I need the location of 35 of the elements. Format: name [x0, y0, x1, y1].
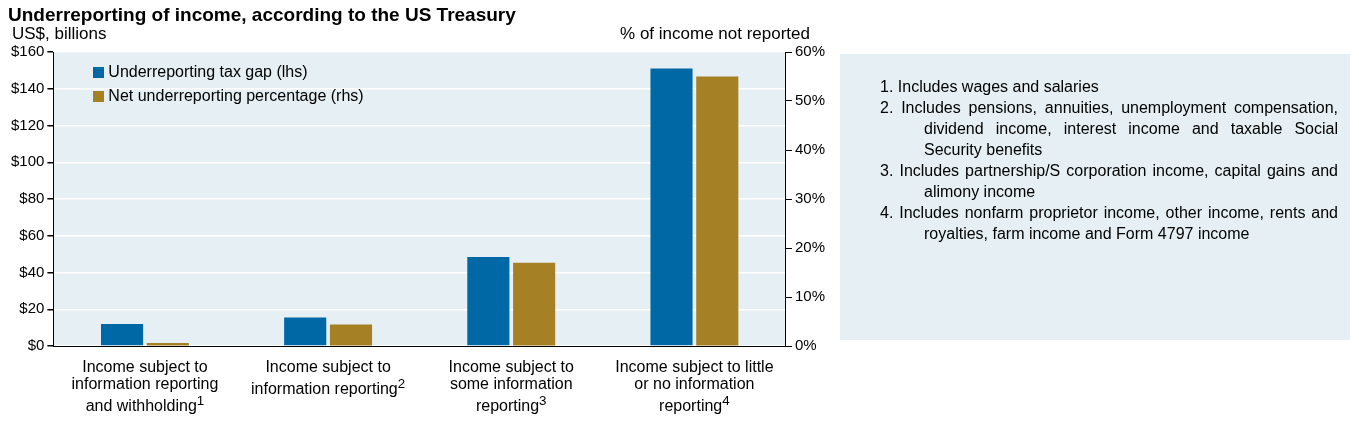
- y-tick-label: $40: [19, 262, 45, 280]
- bar: [100, 323, 144, 346]
- y2-tick-label: 10%: [794, 287, 826, 305]
- y-axis-title: US$, billions: [12, 24, 107, 44]
- y-tick-label: $140: [10, 78, 45, 96]
- y-tick-label: $100: [10, 152, 45, 170]
- y2-axis-title: % of income not reported: [619, 24, 810, 44]
- y2-tick-label: 0%: [794, 336, 817, 354]
- legend-label: Net underreporting percentage (rhs): [108, 87, 364, 105]
- bar: [650, 68, 693, 346]
- y-tick-label: $60: [19, 225, 45, 243]
- y2-tick-label: 30%: [794, 189, 826, 207]
- bar: [146, 343, 189, 346]
- y2-tick-label: 50%: [794, 91, 826, 109]
- bar: [513, 262, 556, 346]
- y2-tick-label: 20%: [794, 238, 826, 256]
- text: 2. Includes pensions, annuities, unemployment compensation, dividend income, interest income and taxable Social Security benefits: [880, 98, 1338, 160]
- chart-title: Underreporting of income, according to the US Treasury: [8, 7, 516, 26]
- text: 1. Includes wages and salaries: [880, 77, 1100, 97]
- bar: [467, 256, 510, 346]
- x-tick-label: Income subject to some information reporting$^{3}$: [447, 358, 575, 415]
- y-tick-label: $0: [27, 336, 45, 354]
- legend-label: Underreporting tax gap (lhs): [108, 63, 308, 81]
- bar: [696, 76, 739, 346]
- y-tick-label: $120: [10, 115, 45, 133]
- x-tick-label: Income subject to little or no information reporting$^{4}$: [614, 358, 775, 415]
- x-tick-label: Income subject to information reporting and withholding$^{1}$: [70, 358, 220, 415]
- text: 4. Includes nonfarm proprietor income, other income, rents and royalties, farm income and Form 4797 income: [880, 203, 1338, 244]
- y-tick-label: $160: [10, 42, 45, 60]
- y2-tick-label: 40%: [794, 140, 826, 158]
- y-tick-label: $80: [19, 189, 45, 207]
- x-tick-label: Income subject to information reporting$^{2}$: [250, 358, 407, 398]
- y-tick-label: $20: [19, 299, 45, 317]
- text: 3. Includes partnership/S corporation income, capital gains and alimony income: [880, 161, 1338, 202]
- y2-tick-label: 60%: [794, 42, 826, 60]
